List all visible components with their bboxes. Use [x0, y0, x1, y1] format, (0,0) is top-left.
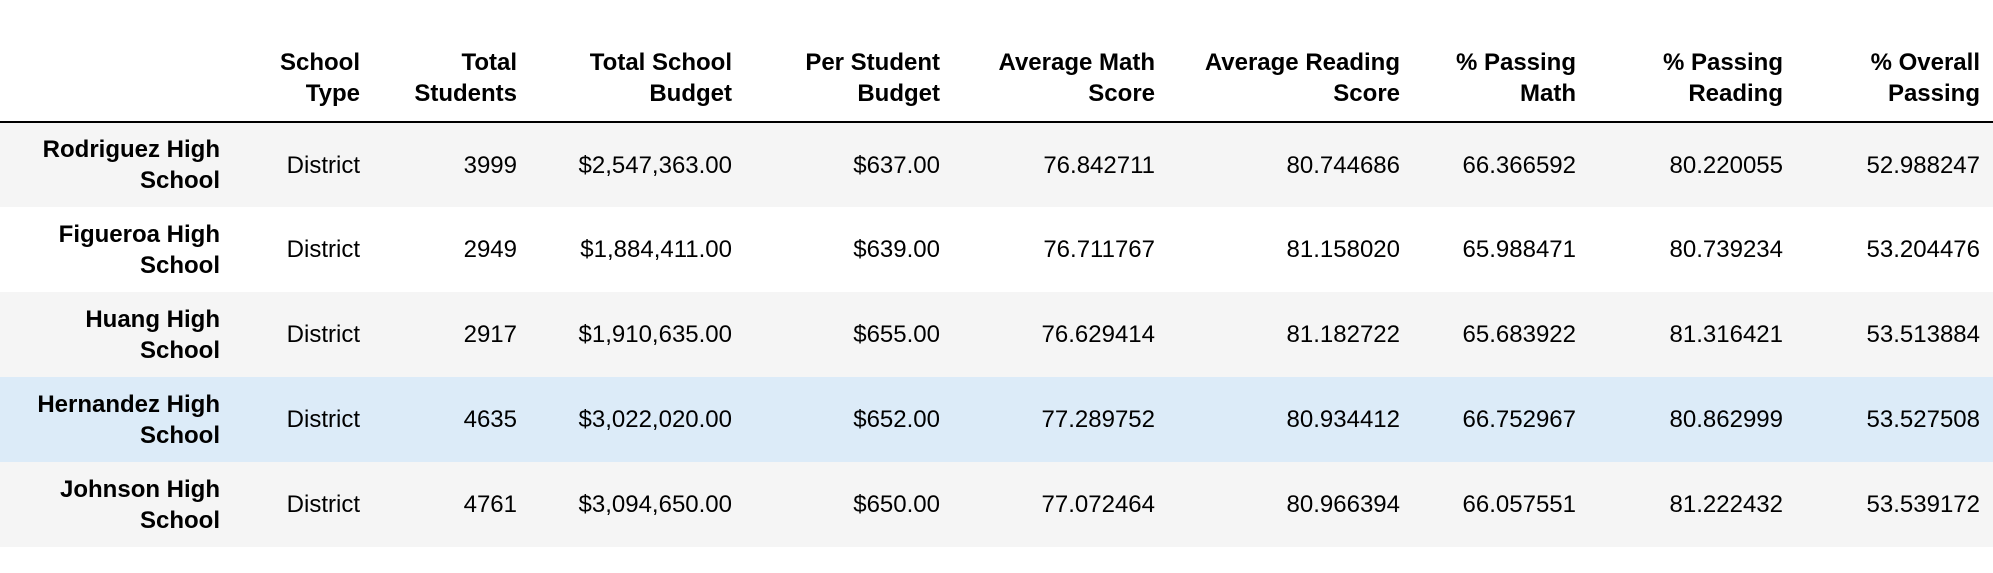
table-row: Figueroa High School District 2949 $1,88…: [0, 207, 1993, 292]
cell-average-math-score: 76.842711: [1043, 151, 1155, 179]
column-header-per-student-budget: Per Student Budget: [745, 0, 953, 123]
cell-average-reading-score: 81.182722: [1286, 321, 1400, 348]
cell-average-math-score: 77.289752: [1041, 406, 1155, 433]
cell-passing-math: 66.752967: [1462, 406, 1576, 433]
cell-passing-reading: 81.316421: [1669, 321, 1783, 348]
cell-passing-math: 66.057551: [1462, 491, 1576, 518]
table-row: Huang High School District 2917 $1,910,6…: [0, 292, 1993, 377]
table-body: Rodriguez High School District 3999 $2,5…: [0, 122, 1993, 547]
cell-average-reading-score: 81.158020: [1286, 236, 1400, 263]
cell-per-student-budget: $639.00: [853, 236, 940, 263]
cell-overall-passing: 53.204476: [1866, 236, 1980, 263]
column-header-overall-passing: % Overall Passing: [1796, 0, 1993, 123]
row-index-school: Johnson High School: [60, 475, 220, 534]
cell-passing-reading: 81.222432: [1669, 491, 1783, 518]
table-row: Rodriguez High School District 3999 $2,5…: [0, 122, 1993, 207]
column-header-passing-math: % Passing Math: [1413, 0, 1589, 123]
cell-total-school-budget: $3,022,020.00: [578, 406, 732, 433]
cell-school-type: District: [286, 151, 360, 179]
cell-total-students: 2917: [463, 321, 517, 348]
dataframe-table: School Type Total Students Total School …: [0, 0, 1993, 547]
cell-total-school-budget: $2,547,363.00: [578, 151, 732, 179]
cell-per-student-budget: $650.00: [853, 491, 940, 518]
column-header-average-reading-score: Average Reading Score: [1168, 0, 1413, 123]
row-index-school: Figueroa High School: [58, 220, 220, 279]
header-row: School Type Total Students Total School …: [0, 0, 1993, 123]
cell-total-students: 2949: [463, 236, 517, 263]
row-index-school: Hernandez High School: [37, 390, 220, 449]
cell-passing-reading: 80.739234: [1669, 236, 1783, 263]
cell-passing-math: 65.988471: [1462, 236, 1576, 263]
cell-per-student-budget: $652.00: [853, 406, 940, 433]
cell-school-type: District: [286, 236, 360, 263]
cell-average-math-score: 76.629414: [1041, 321, 1155, 348]
cell-school-type: District: [286, 491, 360, 518]
cell-average-reading-score: 80.966394: [1286, 491, 1400, 518]
cell-overall-passing: 53.527508: [1866, 406, 1980, 433]
cell-average-reading-score: 80.744686: [1286, 151, 1400, 179]
cell-school-type: District: [286, 321, 360, 348]
table-row: Johnson High School District 4761 $3,094…: [0, 462, 1993, 547]
cell-overall-passing: 53.513884: [1866, 321, 1980, 348]
row-index-school: Rodriguez High School: [42, 136, 220, 194]
index-header: [0, 0, 233, 123]
cell-school-type: District: [286, 406, 360, 433]
column-header-passing-reading: % Passing Reading: [1589, 0, 1796, 123]
cell-per-student-budget: $637.00: [853, 151, 940, 179]
cell-total-students: 4761: [463, 491, 517, 518]
cell-average-math-score: 77.072464: [1041, 491, 1155, 518]
cell-per-student-budget: $655.00: [853, 321, 940, 348]
cell-overall-passing: 53.539172: [1866, 491, 1980, 518]
cell-overall-passing: 52.988247: [1866, 151, 1980, 179]
cell-total-school-budget: $3,094,650.00: [578, 491, 732, 518]
cell-average-reading-score: 80.934412: [1286, 406, 1400, 433]
table-row-hovered: Hernandez High School District 4635 $3,0…: [0, 377, 1993, 462]
column-header-total-students: Total Students: [373, 0, 530, 123]
cell-passing-reading: 80.220055: [1669, 151, 1783, 179]
cell-total-students: 3999: [463, 151, 517, 179]
cell-passing-reading: 80.862999: [1669, 406, 1783, 433]
cell-total-school-budget: $1,910,635.00: [578, 321, 732, 348]
table-header: School Type Total Students Total School …: [0, 0, 1993, 123]
column-header-average-math-score: Average Math Score: [953, 0, 1168, 123]
cell-average-math-score: 76.711767: [1043, 236, 1155, 263]
column-header-total-school-budget: Total School Budget: [530, 0, 745, 123]
cell-total-school-budget: $1,884,411.00: [580, 236, 732, 263]
cell-passing-math: 66.366592: [1462, 151, 1576, 179]
row-index-school: Huang High School: [85, 305, 220, 364]
cell-passing-math: 65.683922: [1462, 321, 1576, 348]
cell-total-students: 4635: [463, 406, 517, 433]
column-header-school-type: School Type: [233, 0, 373, 123]
